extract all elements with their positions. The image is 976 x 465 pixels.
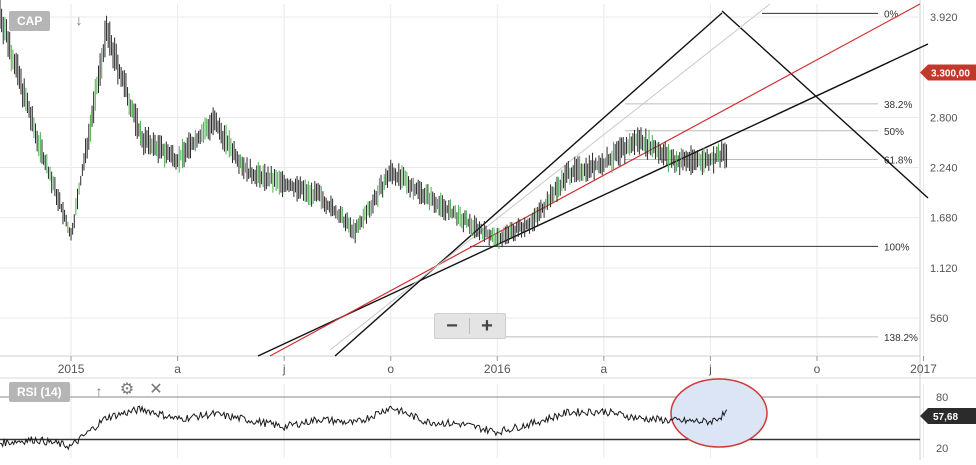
x-tick-label: 2015 <box>58 362 85 376</box>
x-tick-label: 2017 <box>910 362 937 376</box>
price-series <box>0 0 728 249</box>
y-tick-label: 560 <box>930 313 948 325</box>
zoom-divider <box>469 318 470 334</box>
fibonacci-label-100-: 100% <box>884 242 910 253</box>
zoom-out-button[interactable]: − <box>446 315 458 337</box>
fibonacci-label-38-2-: 38.2% <box>884 100 912 111</box>
x-tick-label: 2016 <box>484 362 511 376</box>
fibonacci-label-61-8-: 61.8% <box>884 155 912 166</box>
zoom-controls: − + <box>434 313 506 339</box>
rsi-highlight-ellipse <box>670 378 768 448</box>
rsi-y-tick-label: 80 <box>936 392 948 404</box>
x-tick-label: o <box>387 362 394 376</box>
price-tag-shape <box>920 64 976 81</box>
fibonacci-label-138-2-: 138.2% <box>884 333 918 344</box>
rsi-line <box>0 404 728 451</box>
regression-line <box>269 3 921 357</box>
download-arrow-icon[interactable]: ↓ <box>75 12 83 28</box>
x-tick-label: a <box>174 362 181 376</box>
channel-line-light <box>329 3 771 351</box>
downtrend-line <box>721 10 929 199</box>
zoom-in-button[interactable]: + <box>481 315 493 337</box>
y-tick-label: 2.240 <box>930 163 958 175</box>
gear-icon[interactable]: ⚙ <box>119 381 135 398</box>
fibonacci-label-50-: 50% <box>884 127 904 138</box>
x-tick-label: a <box>600 362 607 376</box>
y-tick-label: 1.120 <box>930 263 958 275</box>
x-tick-label: j <box>708 362 712 376</box>
upper-trendline <box>334 12 723 357</box>
rsi-value-tag-label: 57,68 <box>933 412 958 423</box>
x-tick-label: o <box>814 362 821 376</box>
x-tick-label: j <box>282 362 286 376</box>
price-tag-label: 3.300,00 <box>931 69 970 80</box>
rsi-value-tag-shape <box>920 407 976 424</box>
symbol-label[interactable]: CAP <box>9 11 51 31</box>
rsi-indicator-label[interactable]: RSI (14) <box>9 382 70 402</box>
y-tick-label: 1.680 <box>930 213 958 225</box>
close-icon[interactable]: ✕ <box>149 381 163 398</box>
rsi-y-tick-label: 20 <box>936 443 948 455</box>
y-tick-label: 2.800 <box>930 112 958 124</box>
fibonacci-label-0-: 0% <box>884 9 899 20</box>
move-up-arrow-icon[interactable]: ↑ <box>95 383 103 399</box>
y-tick-label: 3.920 <box>930 12 958 24</box>
